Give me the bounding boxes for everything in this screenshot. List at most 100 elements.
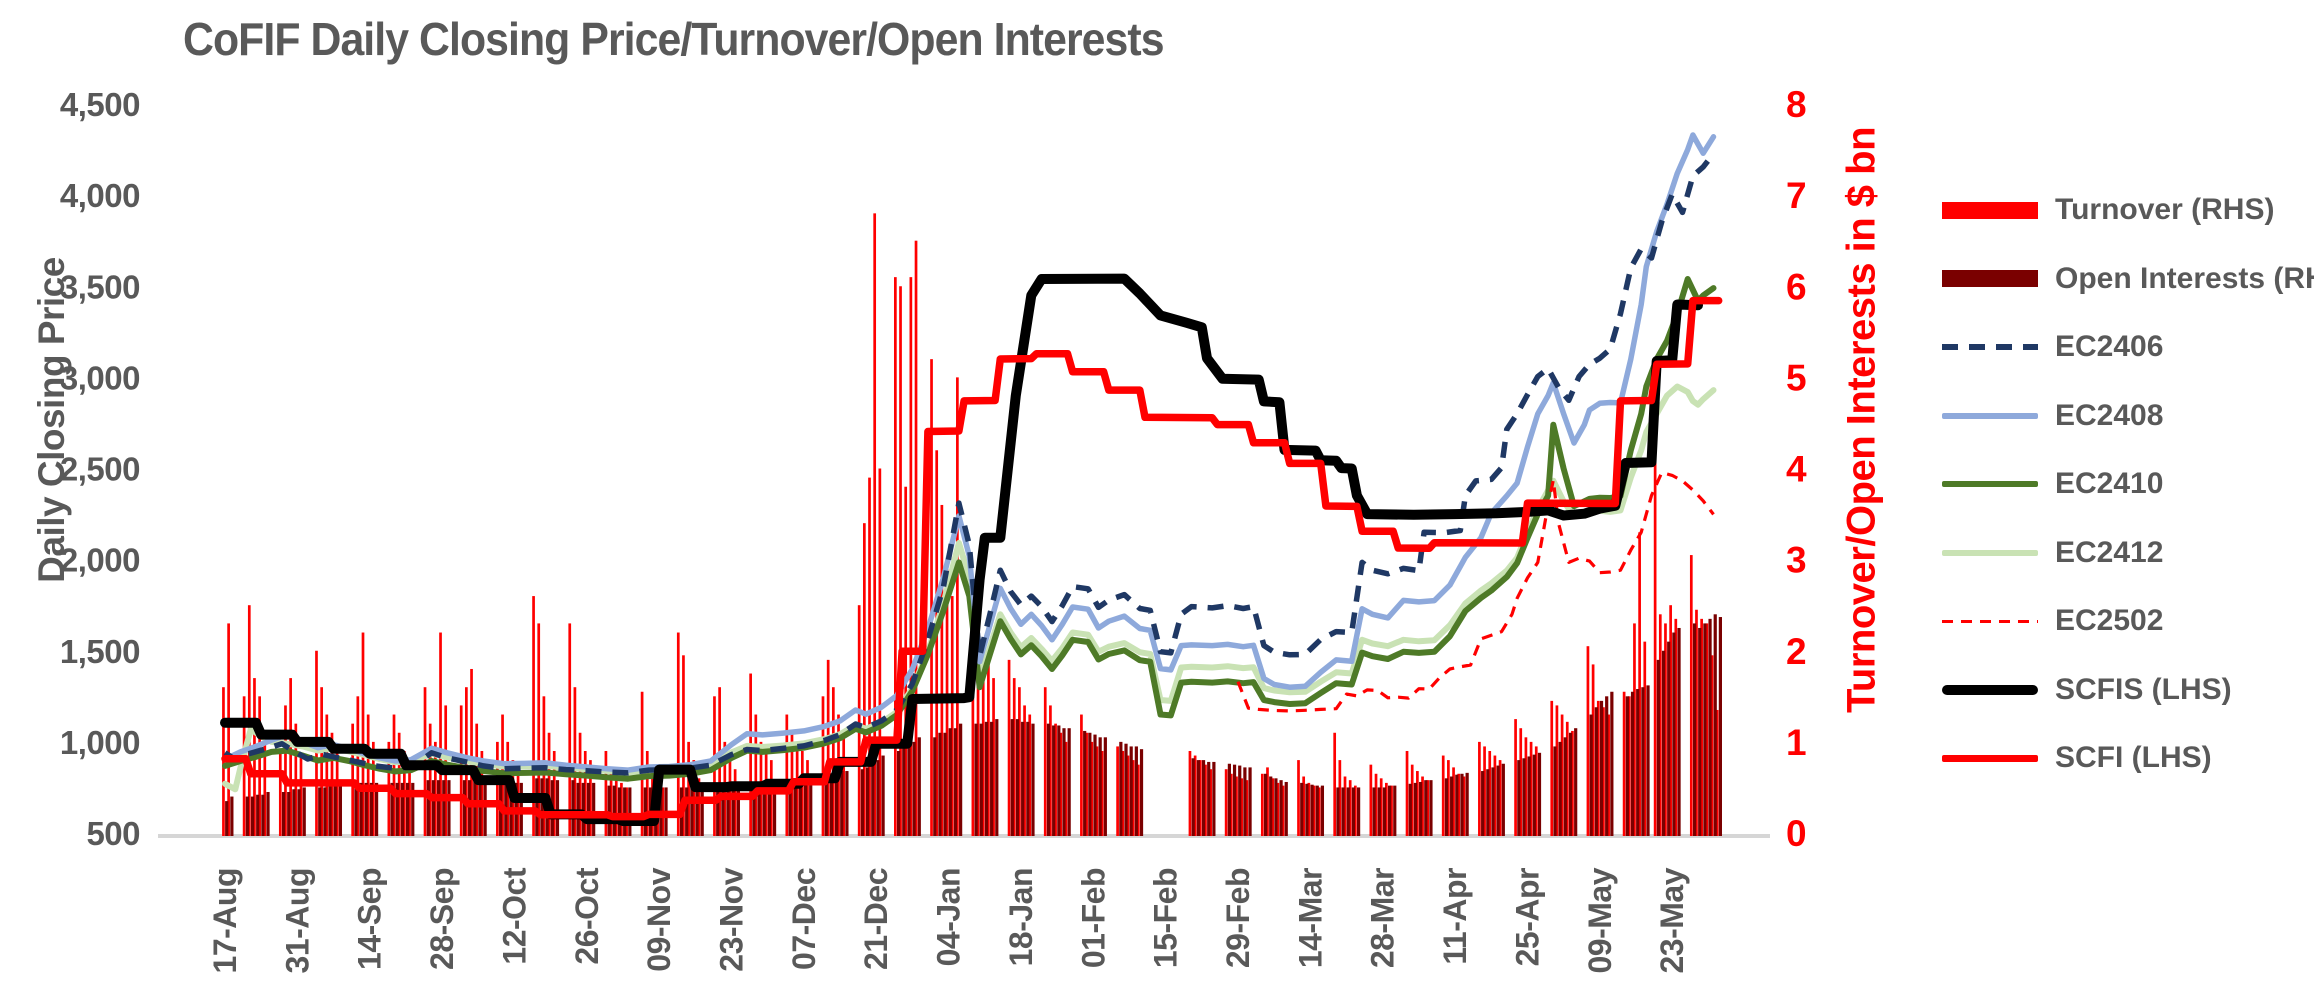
open-interests-bar [953, 728, 958, 836]
open-interests-bar [1656, 659, 1660, 836]
open-interests-bar [979, 723, 983, 836]
turnover-bar [589, 760, 592, 836]
turnover-bar [940, 504, 944, 836]
open-interests-bar [607, 785, 611, 836]
open-interests-bar [1284, 781, 1288, 836]
open-interests-bar [1031, 723, 1035, 836]
x-tick-label: 31-Aug [279, 868, 315, 973]
y-axis-right-labels: 0 1 2 3 4 5 6 7 8 [1786, 84, 1808, 854]
x-tick-label: 21-Dec [858, 868, 894, 970]
legend-item-turnover-rhs-: Turnover (RHS) [1942, 176, 2314, 245]
turnover-bar [397, 732, 401, 836]
turnover-bar [992, 678, 995, 836]
open-interests-bar [933, 737, 937, 836]
open-interests-bar [788, 782, 792, 836]
legend-line-swatch-icon [1942, 684, 2038, 695]
open-interests-bar [612, 785, 616, 836]
turnover-bar [976, 632, 980, 836]
open-interests-bar [540, 778, 544, 836]
turnover-bar [1297, 760, 1300, 836]
turnover-bar [1674, 618, 1678, 836]
turnover-bar [1498, 760, 1502, 836]
open-interests-bar [860, 769, 865, 836]
open-interests-bar [1460, 773, 1464, 836]
turnover-bar [1059, 732, 1063, 836]
open-interests-bar [772, 782, 777, 836]
turnover-bar [1514, 719, 1517, 836]
turnover-bar [1204, 764, 1207, 836]
turnover-bar [1695, 609, 1698, 836]
x-tick-label: 14-Sep [352, 868, 388, 970]
turnover-bar [568, 623, 572, 836]
y-left-tick-label: 3,000 [60, 359, 140, 396]
turnover-bar [1224, 769, 1228, 836]
turnover-bar [909, 277, 913, 836]
turnover-bar [1276, 782, 1280, 836]
open-interests-bar [690, 787, 694, 836]
open-interests-bar [809, 778, 813, 836]
open-interests-bar [318, 787, 322, 836]
left-axis-title: Daily Closing Price [31, 257, 72, 583]
open-interests-bar [1672, 632, 1676, 836]
open-interests-bar [1486, 769, 1490, 836]
open-interests-bar [1305, 783, 1309, 836]
open-interests-bar [1341, 787, 1345, 836]
turnover-bar [1519, 728, 1523, 836]
open-interests-bar [1537, 752, 1542, 836]
bars-open-interests [225, 614, 1722, 836]
x-tick-label: 12-Oct [496, 867, 532, 964]
y-right-tick-label: 4 [1786, 449, 1807, 490]
turnover-bar [583, 750, 587, 836]
open-interests-bar [1212, 761, 1216, 836]
open-interests-bar [1336, 787, 1340, 836]
open-interests-bar [478, 780, 482, 836]
open-interests-bar [374, 782, 379, 836]
legend-label: Open Interests (RHS) [2055, 261, 2314, 295]
legend-item-scfis-lhs-: SCFIS (LHS) [1942, 656, 2314, 725]
turnover-bar [1426, 780, 1430, 836]
open-interests-bar [287, 791, 291, 836]
open-interests-bar [1599, 700, 1604, 836]
open-interests-bar [1315, 785, 1319, 836]
turnover-bar [284, 705, 287, 836]
open-interests-bar [1320, 785, 1325, 836]
open-interests-bar [990, 721, 994, 836]
turnover-bar [971, 605, 975, 836]
x-tick-label: 29-Feb [1220, 868, 1256, 968]
turnover-bar [769, 760, 773, 836]
chart-title: CoFIF Daily Closing Price/Turnover/Open … [183, 13, 1164, 65]
turnover-bar [1416, 771, 1419, 836]
turnover-bar [289, 678, 292, 836]
open-interests-bar [1491, 767, 1495, 836]
open-interests-bar [974, 723, 978, 836]
turnover-bar [552, 750, 556, 836]
open-interests-bar [1232, 764, 1237, 836]
turnover-bar [1441, 755, 1445, 836]
turnover-bar [873, 213, 877, 837]
turnover-bar [1240, 778, 1243, 836]
open-interests-bar [250, 796, 255, 836]
turnover-bar [1586, 646, 1590, 836]
turnover-bar [480, 750, 484, 836]
turnover-bar [1565, 721, 1569, 836]
turnover-bar [1658, 614, 1662, 836]
turnover-bar [1410, 764, 1414, 836]
open-interests-bar [1703, 623, 1707, 836]
open-interests-bar [1481, 771, 1485, 836]
open-interests-bar [752, 785, 756, 836]
open-interests-bar [1553, 746, 1557, 836]
turnover-bar [868, 477, 871, 836]
turnover-bar [1095, 746, 1099, 836]
open-interests-bar [1661, 650, 1666, 836]
open-interests-bar [426, 780, 430, 836]
open-interests-bar [1424, 780, 1428, 836]
open-interests-bar [1274, 778, 1278, 836]
turnover-bar [1483, 746, 1486, 836]
open-interests-bar [1501, 763, 1505, 836]
x-tick-label: 18-Jan [1003, 868, 1039, 966]
turnover-bar [278, 750, 282, 836]
open-interests-bar [1134, 746, 1138, 836]
open-interests-bar [1196, 760, 1200, 836]
turnover-bar [930, 359, 933, 836]
turnover-bar [1534, 746, 1538, 836]
